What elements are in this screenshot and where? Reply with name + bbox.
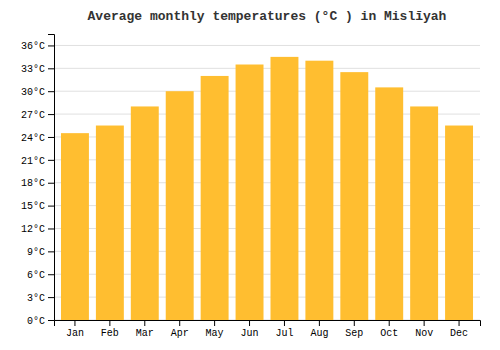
y-tick-label: 9°C <box>27 247 45 258</box>
bar <box>236 65 264 320</box>
y-tick-mark <box>48 297 54 298</box>
y-tick-mark <box>48 114 54 115</box>
y-tick: 21°C <box>21 156 54 167</box>
y-tick-mark <box>48 228 54 229</box>
y-tick: 33°C <box>21 64 54 75</box>
y-tick: 12°C <box>21 224 54 235</box>
y-tick: 0°C <box>27 316 54 327</box>
y-tick-mark <box>48 251 54 252</box>
x-axis: Jan Feb Mar Apr May Jun Jul Aug Sep Oct Nov Dec <box>55 320 481 339</box>
y-tick: 15°C <box>21 201 54 212</box>
bar <box>410 106 438 320</box>
bar <box>166 91 194 320</box>
x-tick-label: Feb <box>101 328 119 339</box>
x-tick-mark <box>319 320 320 326</box>
y-tick: 6°C <box>27 270 54 281</box>
x-tick: Dec <box>450 320 468 339</box>
x-tick-mark <box>109 320 110 326</box>
grid <box>54 45 480 320</box>
y-tick-mark <box>48 137 54 138</box>
x-tick: Mar <box>136 320 154 339</box>
x-tick-label: Jul <box>275 328 293 339</box>
bar <box>201 76 229 320</box>
x-tick-label: Sep <box>345 328 363 339</box>
grid-line <box>54 91 480 92</box>
y-tick-label: 36°C <box>21 41 45 52</box>
x-tick: Jan <box>66 320 84 339</box>
x-tick-mark <box>214 320 215 326</box>
y-tick: 27°C <box>21 110 54 121</box>
y-tick-mark <box>48 320 54 321</box>
title: Average monthly temperatures (°C ) in Mi… <box>88 9 447 24</box>
x-tick-label: Jun <box>241 328 259 339</box>
y-tick: 30°C <box>21 87 54 98</box>
x-tick-label: Jan <box>66 328 84 339</box>
y-tick-mark <box>48 206 54 207</box>
y-tick-mark <box>48 183 54 184</box>
y-tick: 36°C <box>21 41 54 52</box>
x-tick-label: Nov <box>415 328 433 339</box>
grid-line <box>54 45 480 46</box>
chart-container: 0°C 3°C 6°C 9°C 12°C 15°C 18°C 21°C 24°C 27°C 30°C… <box>0 0 500 350</box>
x-tick: Nov <box>415 320 433 339</box>
bar <box>305 61 333 320</box>
x-tick: Apr <box>171 320 189 339</box>
x-axis-line <box>55 321 481 327</box>
y-tick-mark <box>48 45 54 46</box>
y-tick-label: 33°C <box>21 64 45 75</box>
y-tick-label: 21°C <box>21 156 45 167</box>
x-tick-mark <box>284 320 285 326</box>
chart-svg: 0°C 3°C 6°C 9°C 12°C 15°C 18°C 21°C 24°C 27°C 30°C… <box>0 0 500 350</box>
y-tick-label: 24°C <box>21 133 45 144</box>
x-tick-mark <box>354 320 355 326</box>
y-tick-mark <box>48 68 54 69</box>
x-tick-label: Dec <box>450 328 468 339</box>
x-tick-mark <box>389 320 390 326</box>
y-tick-label: 0°C <box>27 316 45 327</box>
bar <box>375 87 403 320</box>
x-tick-mark <box>459 320 460 326</box>
y-tick: 3°C <box>27 293 54 304</box>
bar <box>445 126 473 320</box>
x-tick-label: Oct <box>380 328 398 339</box>
x-tick: Jul <box>275 320 293 339</box>
bar <box>340 72 368 320</box>
y-tick-label: 15°C <box>21 201 45 212</box>
y-tick-mark <box>48 91 54 92</box>
x-tick-mark <box>179 320 180 326</box>
x-tick-label: Apr <box>171 328 189 339</box>
y-tick: 18°C <box>21 178 54 189</box>
y-tick-label: 6°C <box>27 270 45 281</box>
x-tick: Oct <box>380 320 398 339</box>
x-tick-mark <box>144 320 145 326</box>
y-tick-label: 30°C <box>21 87 45 98</box>
y-tick: 24°C <box>21 133 54 144</box>
x-tick-label: Aug <box>310 328 328 339</box>
plot-area <box>61 57 473 320</box>
y-axis-line <box>48 35 55 321</box>
x-tick: May <box>206 320 224 339</box>
y-tick-label: 12°C <box>21 224 45 235</box>
bar <box>270 57 298 320</box>
x-tick-label: May <box>206 328 224 339</box>
y-tick: 9°C <box>27 247 54 258</box>
x-tick-mark <box>249 320 250 326</box>
x-tick: Sep <box>345 320 363 339</box>
y-tick-label: 3°C <box>27 293 45 304</box>
x-tick-label: Mar <box>136 328 154 339</box>
x-tick-mark <box>74 320 75 326</box>
y-axis: 0°C 3°C 6°C 9°C 12°C 15°C 18°C 21°C 24°C 27°C 30°C… <box>21 35 55 327</box>
bar <box>96 126 124 320</box>
bar <box>131 106 159 320</box>
y-tick-mark <box>48 160 54 161</box>
y-tick-label: 18°C <box>21 178 45 189</box>
x-tick-mark <box>424 320 425 326</box>
grid-line <box>54 68 480 69</box>
y-tick-mark <box>48 274 54 275</box>
bar <box>61 133 89 320</box>
x-tick: Aug <box>310 320 328 339</box>
x-tick: Feb <box>101 320 119 339</box>
x-tick: Jun <box>241 320 259 339</box>
y-tick-label: 27°C <box>21 110 45 121</box>
